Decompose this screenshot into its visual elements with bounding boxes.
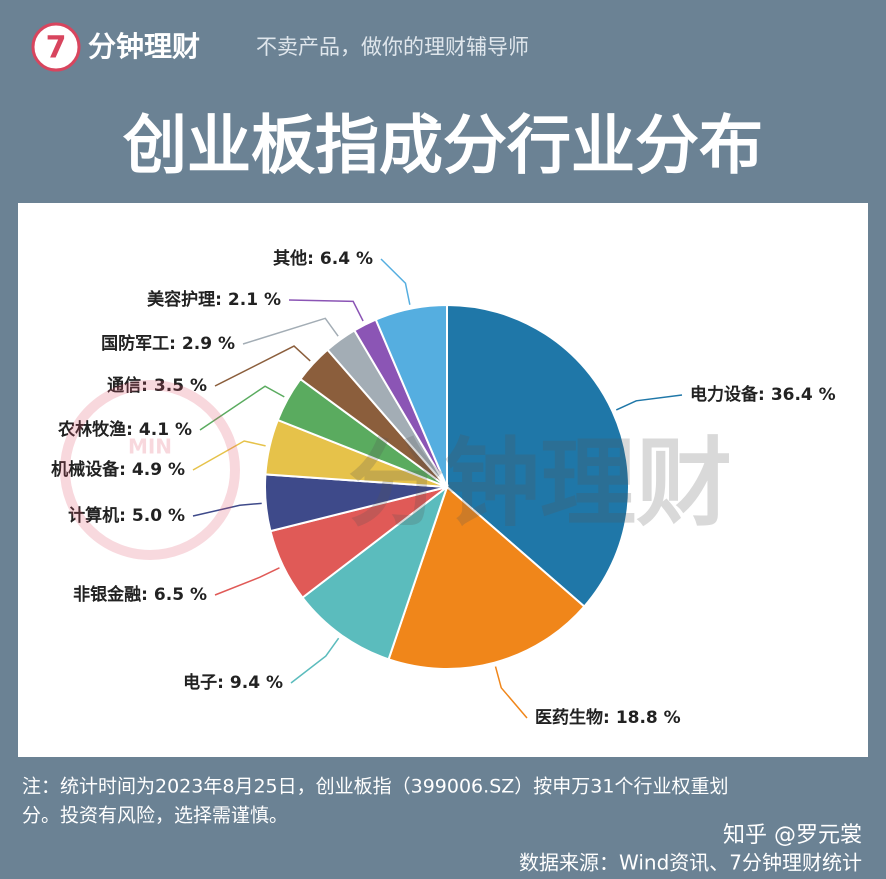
- author: 知乎 @罗元裳: [723, 823, 862, 848]
- leader-line: [192, 502, 262, 517]
- note-line: 注：统计时间为2023年8月25日，创业板指（399006.SZ）按申万31个行…: [22, 776, 728, 798]
- data-label: 计算机: 5.0 %: [68, 505, 185, 526]
- leader-line: [214, 567, 280, 596]
- category-label: 机械设备: [51, 459, 120, 480]
- value-label: 4.9 %: [132, 460, 185, 480]
- slice: [446, 303, 630, 608]
- watermark-text: 分钟理财: [348, 427, 732, 539]
- category-label: 电力设备: [690, 384, 759, 405]
- source: 数据来源：Wind资讯、7分钟理财统计: [519, 851, 862, 875]
- value-label: 18.8 %: [616, 708, 681, 728]
- value-label: 4.1 %: [139, 420, 192, 440]
- watermark-badge: MIN: [128, 435, 172, 459]
- leader-line: [192, 440, 266, 471]
- data-label: 美容护理: 2.1 %: [147, 289, 281, 310]
- label-separator: :: [141, 376, 148, 396]
- note-line: 分。投资有风险，选择需谨慎。: [22, 805, 288, 827]
- data-label: 农林牧渔: 4.1 %: [57, 419, 192, 440]
- logo: 7: [46, 31, 67, 66]
- tagline: 不卖产品，做你的理财辅导师: [256, 35, 529, 59]
- title: 创业板指成分行业分布: [123, 110, 763, 184]
- label-separator: :: [119, 460, 126, 480]
- value-label: 2.1 %: [228, 290, 281, 310]
- label-separator: :: [169, 334, 176, 354]
- data-label: 国防军工: 2.9 %: [101, 333, 235, 354]
- value-label: 36.4 %: [771, 385, 836, 405]
- category-label: 其他: [273, 248, 307, 269]
- leader-line: [288, 299, 364, 322]
- data-label: 非银金融: 6.5 %: [73, 584, 207, 605]
- watermark: MIN 分钟理财: [60, 380, 732, 560]
- label-separator: :: [141, 585, 148, 605]
- leader-line: [199, 385, 285, 431]
- brand: 分钟理财: [88, 30, 200, 63]
- category-label: 农林牧渔: [57, 419, 126, 440]
- leader-line: [242, 317, 339, 345]
- value-label: 3.5 %: [154, 376, 207, 396]
- category-label: 电子: [183, 672, 217, 693]
- data-label: 医药生物: 18.8 %: [535, 707, 681, 728]
- leader-line: [214, 345, 311, 387]
- slice: [387, 485, 586, 670]
- leader-line: [380, 258, 411, 305]
- leader-line: [290, 637, 340, 684]
- leader-line: [615, 394, 683, 411]
- value-label: 6.5 %: [154, 585, 207, 605]
- label-separator: :: [215, 290, 222, 310]
- data-label: 其他: 6.4 %: [273, 248, 373, 269]
- value-label: 2.9 %: [182, 334, 235, 354]
- value-label: 5.0 %: [132, 506, 185, 526]
- category-label: 通信: [107, 375, 141, 396]
- label-separator: :: [603, 708, 610, 728]
- category-label: 计算机: [68, 505, 119, 526]
- slice: [374, 303, 448, 488]
- label-separator: :: [758, 385, 765, 405]
- label-separator: :: [307, 249, 314, 269]
- plot: 电力设备: 36.4 %医药生物: 18.8 %电子: 9.4 %非银金融: 6.5 %…: [51, 248, 836, 728]
- category-label: 国防军工: [101, 333, 169, 354]
- data-label: 机械设备: 4.9 %: [51, 459, 185, 480]
- data-label: 电子: 9.4 %: [183, 672, 283, 693]
- label-separator: :: [126, 420, 133, 440]
- leader-line: [494, 666, 528, 719]
- data-label: 通信: 3.5 %: [107, 375, 207, 396]
- logo-circle: [31, 22, 81, 72]
- label-separator: :: [119, 506, 126, 526]
- category-label: 美容护理: [147, 289, 215, 310]
- value-label: 6.4 %: [320, 249, 373, 269]
- label-separator: :: [217, 673, 224, 693]
- category-label: 非银金融: [73, 584, 141, 605]
- watermark-circle: [60, 380, 240, 560]
- category-label: 医药生物: [535, 707, 603, 728]
- data-label: 电力设备: 36.4 %: [690, 384, 836, 405]
- value-label: 9.4 %: [230, 673, 283, 693]
- slice: [301, 484, 450, 661]
